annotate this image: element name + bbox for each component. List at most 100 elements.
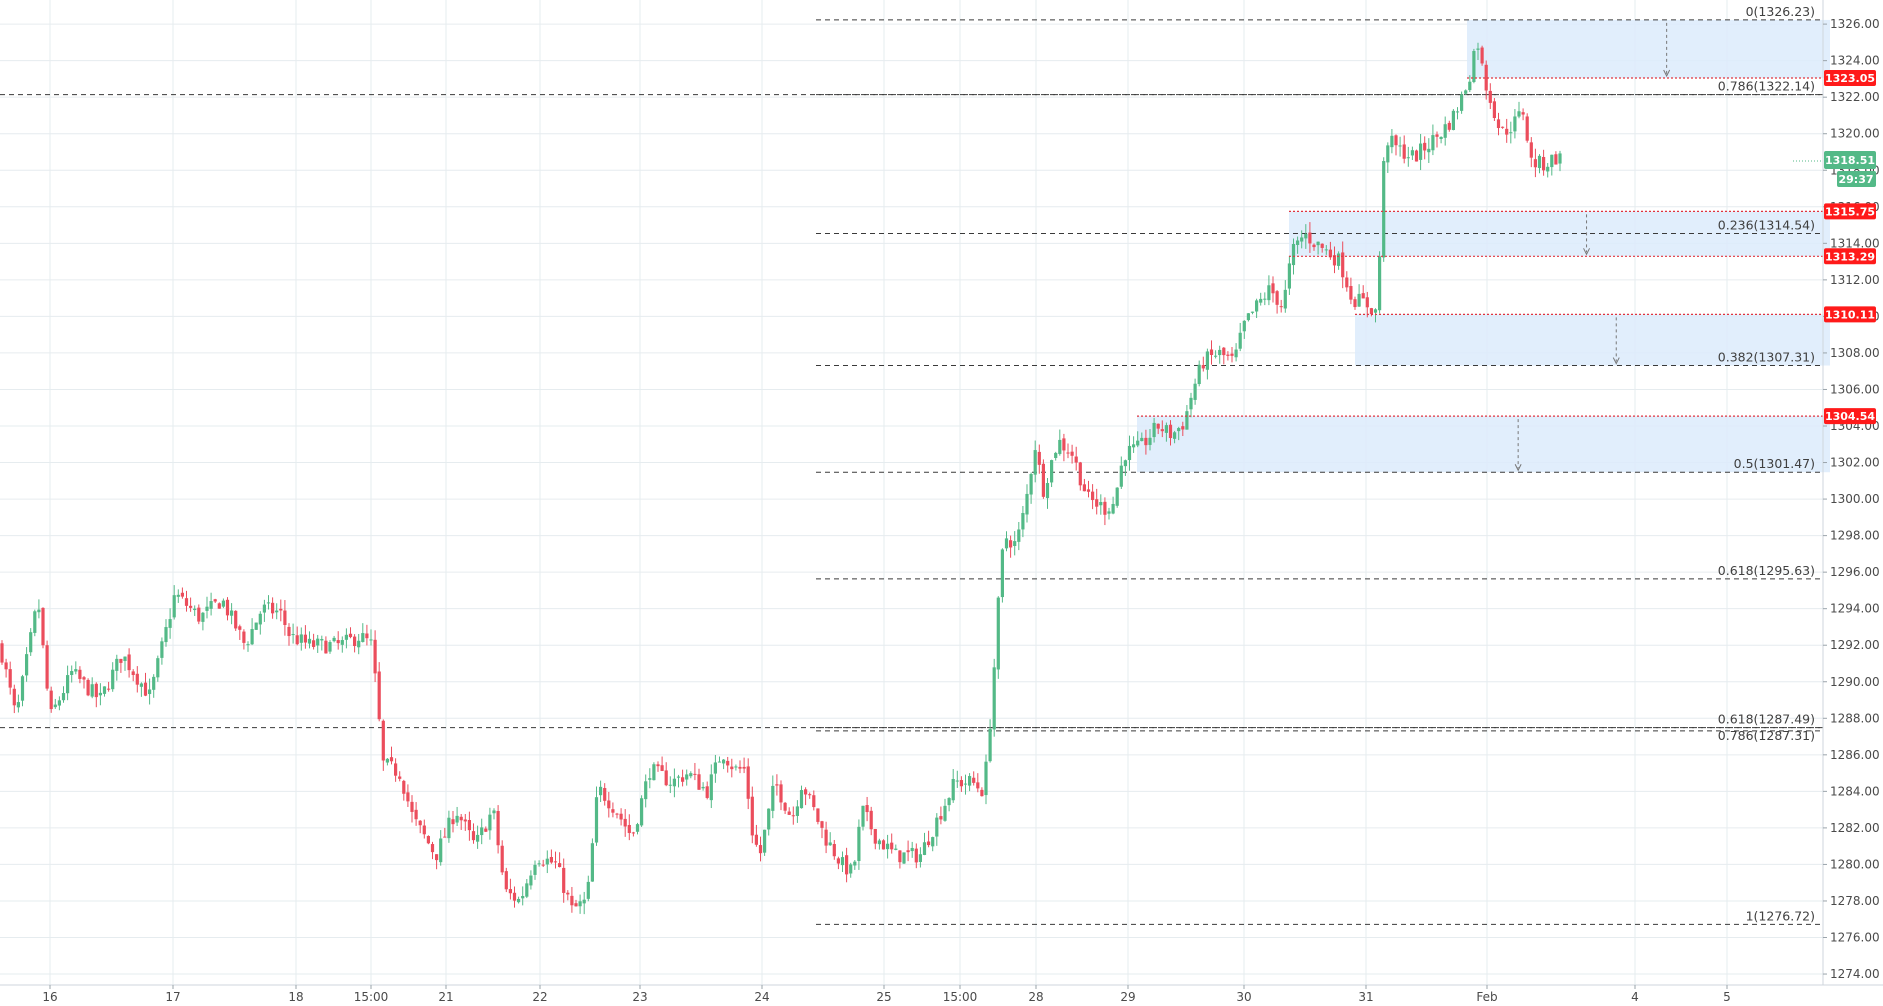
candle-body: [168, 619, 172, 628]
candle-body: [1242, 320, 1246, 332]
price-tag-label: 1310.11: [1825, 308, 1875, 321]
candle-body: [984, 761, 988, 796]
candle-body: [1037, 451, 1041, 465]
candle-body: [865, 805, 869, 813]
candle-body: [488, 814, 492, 831]
candle-body: [972, 777, 976, 783]
candle-body: [418, 820, 422, 826]
candle-body: [840, 857, 845, 866]
candle-body: [1406, 157, 1410, 159]
candle-body: [717, 761, 722, 763]
candle-body: [1537, 155, 1542, 169]
time-axis[interactable]: 16 17 18 15:00 21 22 23 24 25 15:00 28 29 30 31 Feb 4 5: [42, 985, 1731, 1004]
candle-body: [1009, 540, 1013, 548]
candle-body: [422, 825, 426, 835]
candle-body: [344, 634, 348, 640]
candle-body: [1082, 484, 1086, 492]
candle-body: [1419, 143, 1423, 160]
y-tick-label: 1286.00: [1830, 748, 1880, 762]
candle-body: [398, 776, 402, 779]
candle-body: [553, 861, 558, 863]
x-tick-label: 31: [1358, 990, 1373, 1004]
candle-body: [1025, 493, 1029, 515]
candle-body: [1275, 291, 1279, 305]
candle-body: [1472, 51, 1476, 83]
candle-body: [1296, 240, 1300, 245]
candle-body: [365, 633, 369, 639]
x-tick-label: 5: [1723, 990, 1731, 1004]
zone-arrow-head: [1612, 357, 1620, 365]
candle-body: [549, 857, 553, 863]
candle-body: [238, 626, 242, 630]
candle-body: [599, 786, 603, 796]
candle-body: [1091, 491, 1095, 501]
candle-body: [1468, 81, 1472, 91]
candle-body: [656, 764, 660, 767]
candle-body: [86, 679, 90, 696]
candle-body: [406, 792, 410, 802]
candle-body: [225, 599, 230, 616]
candle-body: [906, 850, 910, 853]
candle-body: [1214, 355, 1218, 357]
candle-body: [53, 704, 57, 708]
candle-body: [1267, 285, 1271, 301]
candle-body: [102, 686, 107, 694]
x-tick-label: 29: [1120, 990, 1135, 1004]
candle-body: [845, 855, 849, 875]
countdown-tag-bg: [1837, 170, 1876, 187]
candle-body: [808, 794, 812, 796]
candle-body: [832, 843, 836, 857]
countdown-label: 29:37: [1838, 173, 1873, 186]
candle-body: [139, 683, 143, 687]
candle-body: [107, 688, 111, 690]
candle-body: [336, 640, 340, 644]
x-tick-label: 15:00: [354, 990, 389, 1004]
candle-body: [410, 801, 414, 812]
candle-body: [361, 633, 365, 642]
y-tick-label: 1298.00: [1830, 529, 1880, 543]
candle-body: [1480, 47, 1484, 64]
candle-body: [992, 667, 996, 730]
candle-body: [558, 863, 562, 868]
x-tick-label: 24: [754, 990, 769, 1004]
candle-body: [996, 597, 1000, 670]
candle-body: [1185, 411, 1189, 430]
y-tick-label: 1320.00: [1830, 127, 1880, 141]
candle-body: [1107, 511, 1111, 514]
candle-body: [890, 842, 894, 850]
x-tick-label: 21: [438, 990, 453, 1004]
candle-body: [90, 684, 94, 697]
candle-body: [1029, 474, 1033, 495]
candle-body: [1378, 256, 1382, 311]
candle-body: [767, 808, 771, 830]
candle-body: [812, 795, 816, 808]
candle-body: [1496, 119, 1501, 129]
candle-body: [1201, 365, 1205, 369]
candle-body: [353, 636, 357, 647]
candle-body: [471, 831, 476, 841]
candle-body: [623, 818, 627, 827]
candle-body: [1095, 499, 1099, 507]
candle-body: [1390, 135, 1394, 148]
candle-body: [644, 781, 648, 800]
candle-body: [332, 637, 336, 642]
candle-body: [886, 843, 890, 850]
candle-body: [467, 819, 471, 831]
candle-body: [1542, 156, 1546, 171]
candle-body: [541, 864, 545, 866]
candle-body: [1332, 255, 1337, 266]
candle-body: [1328, 249, 1332, 258]
candle-body: [381, 720, 385, 761]
candle-body: [45, 645, 49, 689]
fib-retracement: 0(1326.23) 0.786(1322.14) 0.236(1314.54) 0.…: [0, 4, 1823, 925]
candle-body: [726, 760, 730, 766]
candle-body: [324, 640, 328, 654]
rectangle-zones: [1137, 19, 1830, 473]
candle-body: [1369, 308, 1373, 315]
candle-body: [1218, 349, 1222, 356]
candle-body: [295, 635, 299, 645]
candle-body: [685, 774, 689, 780]
candle-body: [968, 776, 972, 786]
